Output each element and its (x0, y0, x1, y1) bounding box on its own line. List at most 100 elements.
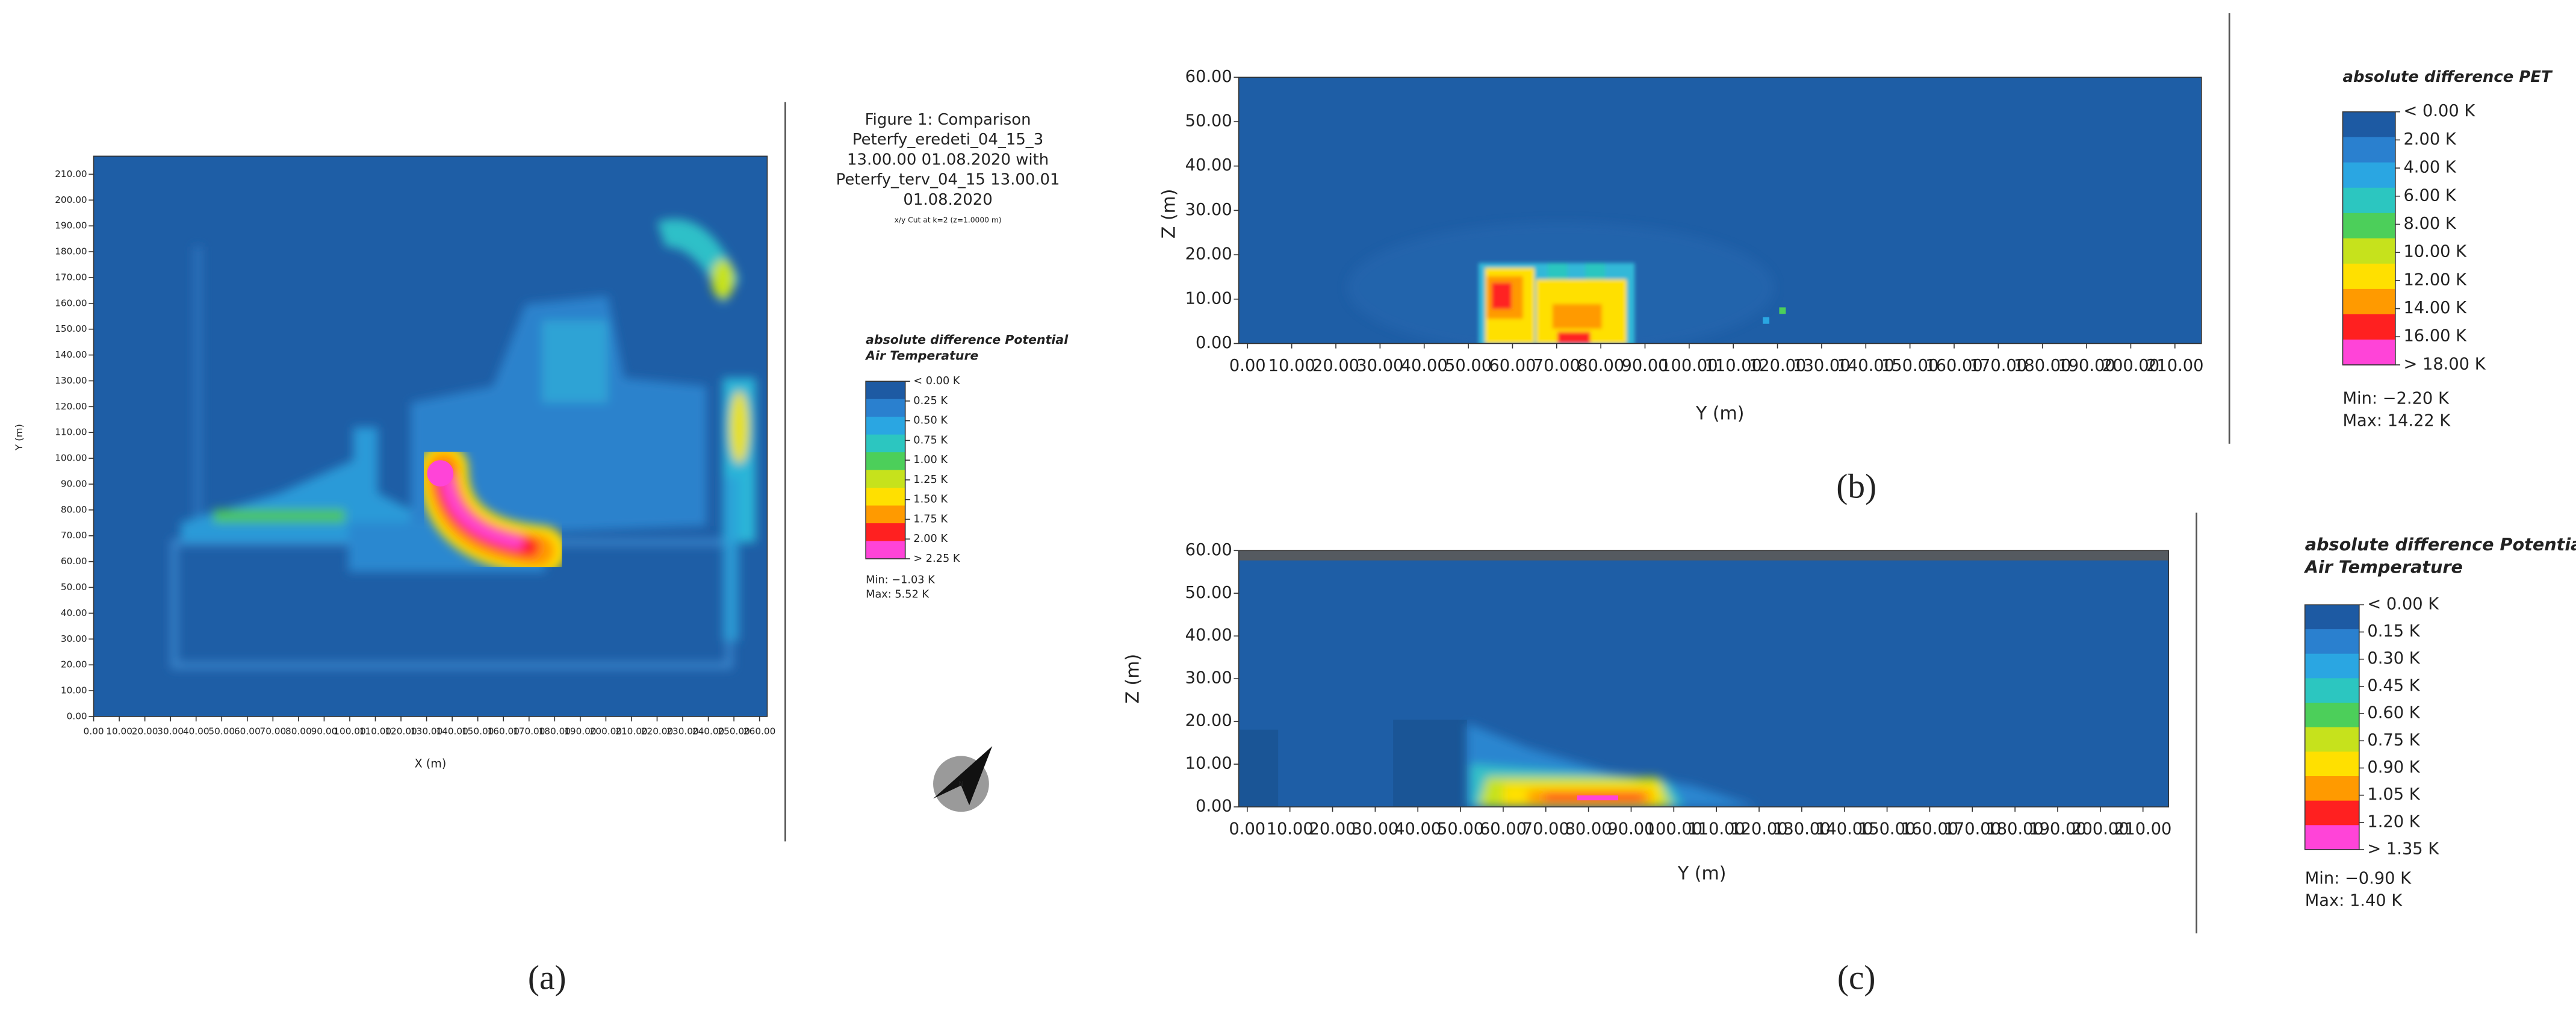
x-tick-label: 160.00 (1925, 356, 1982, 375)
y-tick-label: 0.00 (1196, 797, 1232, 816)
x-tick-label: 140.00 (1816, 820, 1873, 839)
y-tick-label: 150.00 (55, 323, 87, 334)
colorbar-segment (866, 399, 905, 417)
x-tick-label: 40.00 (1401, 356, 1448, 375)
x-tick-label: 10.00 (1267, 820, 1314, 839)
x-tick-label: 240.00 (692, 726, 724, 736)
colorbar-segment (2342, 137, 2395, 163)
legend-label: < 0.00 K (2403, 102, 2475, 120)
x-tick-label: 40.00 (183, 726, 209, 736)
y-tick-label: 20.00 (1185, 712, 1232, 730)
x-tick-label: 50.00 (208, 726, 235, 736)
y-tick-label: 40.00 (1185, 156, 1232, 175)
x-tick-label: 100.00 (334, 726, 365, 736)
x-tick-label: 210.00 (2114, 820, 2171, 839)
x-tick-label: 200.00 (590, 726, 622, 736)
legend-label: 1.50 K (913, 494, 948, 506)
colorbar-frame (865, 381, 906, 559)
y-tick-label: 80.00 (61, 504, 87, 515)
legend-label: 0.60 K (2367, 704, 2420, 723)
y-tick-label: 170.00 (55, 272, 87, 282)
colorbar-segment (866, 452, 905, 471)
y-tick-label: 50.00 (1185, 583, 1232, 602)
colorbar-segment (2342, 263, 2395, 290)
x-tick-label: 0.00 (1229, 820, 1265, 839)
legend-label: 8.00 K (2403, 214, 2456, 233)
colorbar-segment (2304, 800, 2359, 826)
x-tick-label: 0.00 (84, 726, 104, 736)
colorbar-segment (2304, 776, 2359, 801)
y-tick-label: 160.00 (55, 297, 87, 308)
y-tick-label: 40.00 (61, 608, 87, 618)
colorbar-segment (866, 505, 905, 524)
hot-spot (418, 443, 567, 576)
y-axis-label: Y (m) (13, 424, 25, 451)
colorbar-segment (2342, 314, 2395, 340)
colorbar-segment (2342, 111, 2395, 138)
x-tick-label: 180.00 (2014, 356, 2071, 375)
colorbar-segment (2304, 629, 2359, 655)
colorbar-segment (2342, 238, 2395, 264)
legend-label: 0.30 K (2367, 649, 2420, 668)
x-tick-label: 140.00 (436, 726, 468, 736)
x-tick-label: 170.00 (513, 726, 545, 736)
x-tick-label: 30.00 (1352, 820, 1398, 839)
x-tick-label: 210.00 (615, 726, 647, 736)
x-tick-label: 60.00 (234, 726, 261, 736)
figure-title: Figure 1: Comparison (865, 111, 1031, 129)
x-tick-label: 50.00 (1445, 356, 1492, 375)
x-tick-label: 90.00 (1607, 820, 1654, 839)
legend-label: 2.00 K (913, 533, 948, 545)
x-tick-label: 160.00 (488, 726, 520, 736)
x-tick-label: 40.00 (1394, 820, 1441, 839)
colorbar-segment (2304, 727, 2359, 753)
colorbar-segment (866, 417, 905, 435)
legend-label: 0.45 K (2367, 676, 2420, 695)
x-tick-label: 130.00 (1773, 820, 1830, 839)
x-tick-label: 200.00 (2102, 356, 2159, 375)
hot-spot (1479, 263, 1635, 344)
x-tick-label: 150.00 (462, 726, 494, 736)
x-tick-label: 130.00 (411, 726, 442, 736)
colorbar-segment (2304, 751, 2359, 777)
legend-label: 1.25 K (913, 474, 948, 486)
colorbar-segment (866, 434, 905, 453)
x-tick-label: 190.00 (564, 726, 596, 736)
x-tick-label: 180.00 (539, 726, 571, 736)
legend-label: 0.75 K (913, 434, 948, 446)
y-tick-label: 40.00 (1185, 626, 1232, 645)
x-tick-label: 190.00 (2058, 356, 2115, 375)
x-tick-label: 120.00 (385, 726, 417, 736)
colorbar-segment (866, 523, 905, 542)
plume (1466, 723, 1758, 807)
colorbar-segment (866, 381, 905, 400)
colorbar-segment (2304, 605, 2359, 630)
x-tick-label: 20.00 (132, 726, 158, 736)
x-axis-label: X (m) (415, 757, 447, 771)
legend-label: 2.00 K (2403, 130, 2456, 149)
x-tick-label: 100.00 (1660, 356, 1718, 375)
x-tick-label: 110.00 (1687, 820, 1745, 839)
y-tick-label: 90.00 (61, 478, 87, 489)
y-tick-label: 200.00 (55, 194, 87, 205)
field-background (1238, 550, 2169, 807)
x-tick-label: 250.00 (718, 726, 750, 736)
x-tick-label: 0.00 (1229, 356, 1266, 375)
y-tick-label: 20.00 (1185, 245, 1232, 264)
colorbar-segment (2304, 825, 2359, 850)
legend-label: 6.00 K (2403, 186, 2456, 205)
y-tick-label: 60.00 (61, 556, 87, 567)
x-tick-label: 90.00 (311, 726, 338, 736)
x-tick-label: 120.00 (1749, 356, 1806, 375)
legend-label: 0.25 K (913, 395, 948, 407)
legend-label: 16.00 K (2403, 327, 2467, 346)
x-tick-label: 150.00 (1881, 356, 1938, 375)
x-tick-label: 10.00 (1268, 356, 1315, 375)
x-tick-label: 30.00 (1356, 356, 1403, 375)
x-tick-label: 80.00 (1577, 356, 1624, 375)
svg-text:N: N (958, 780, 963, 788)
plot-frame (93, 155, 768, 717)
y-tick-label: 0.00 (67, 711, 87, 721)
legend-label: 0.90 K (2367, 758, 2420, 777)
figure-title: 01.08.2020 (903, 191, 992, 209)
